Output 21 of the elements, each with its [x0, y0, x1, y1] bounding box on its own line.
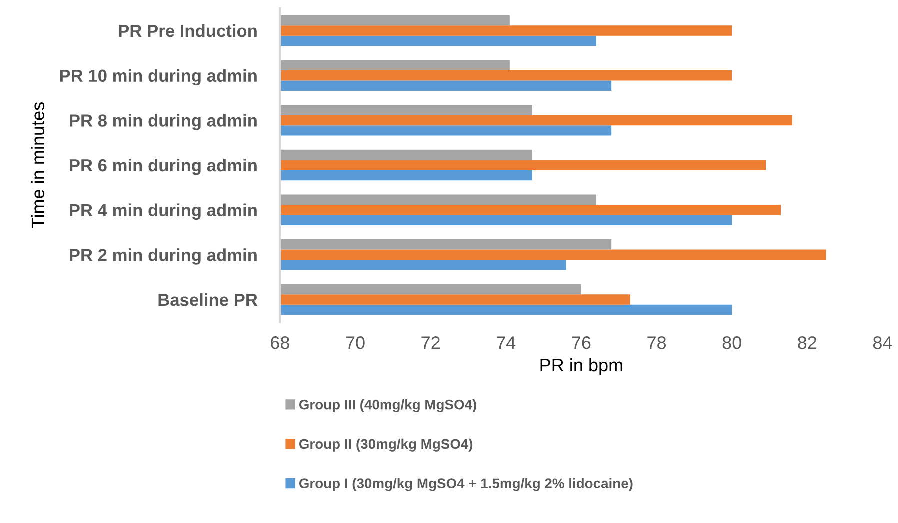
- x-tick-label: 82: [798, 336, 817, 350]
- x-tick-label: 72: [422, 336, 440, 350]
- x-tick-label: 76: [572, 336, 591, 350]
- y-axis-title: Time in minutes: [31, 102, 45, 228]
- x-tick-label: 68: [271, 336, 290, 350]
- x-tick-label: 74: [497, 336, 516, 350]
- legend-label: Group III (40mg/kg MgSO4): [299, 400, 476, 413]
- y-tick-label: Baseline PR: [158, 293, 258, 306]
- legend-label: Group II (30mg/kg MgSO4): [299, 438, 473, 452]
- x-tick-label: 70: [346, 336, 365, 350]
- x-tick-label: 78: [648, 336, 666, 350]
- y-tick-label: PR 10 min during admin: [60, 69, 257, 86]
- y-tick-label: PR 2 min during admin: [70, 248, 257, 265]
- y-tick-label: PR 6 min during admin: [70, 158, 257, 176]
- x-tick-label: 80: [722, 336, 742, 350]
- y-tick-label: PR Pre Induction: [119, 24, 257, 38]
- y-tick-label: PR 8 min during admin: [70, 114, 257, 130]
- x-tick-label: 84: [873, 336, 892, 350]
- legend-label: Group I (30mg/kg MgSO4 + 1.5mg/kg 2% lidocaine): [299, 478, 633, 492]
- x-axis-title: PR in bpm: [540, 358, 622, 376]
- y-tick-label: PR 4 min during admin: [70, 204, 257, 220]
